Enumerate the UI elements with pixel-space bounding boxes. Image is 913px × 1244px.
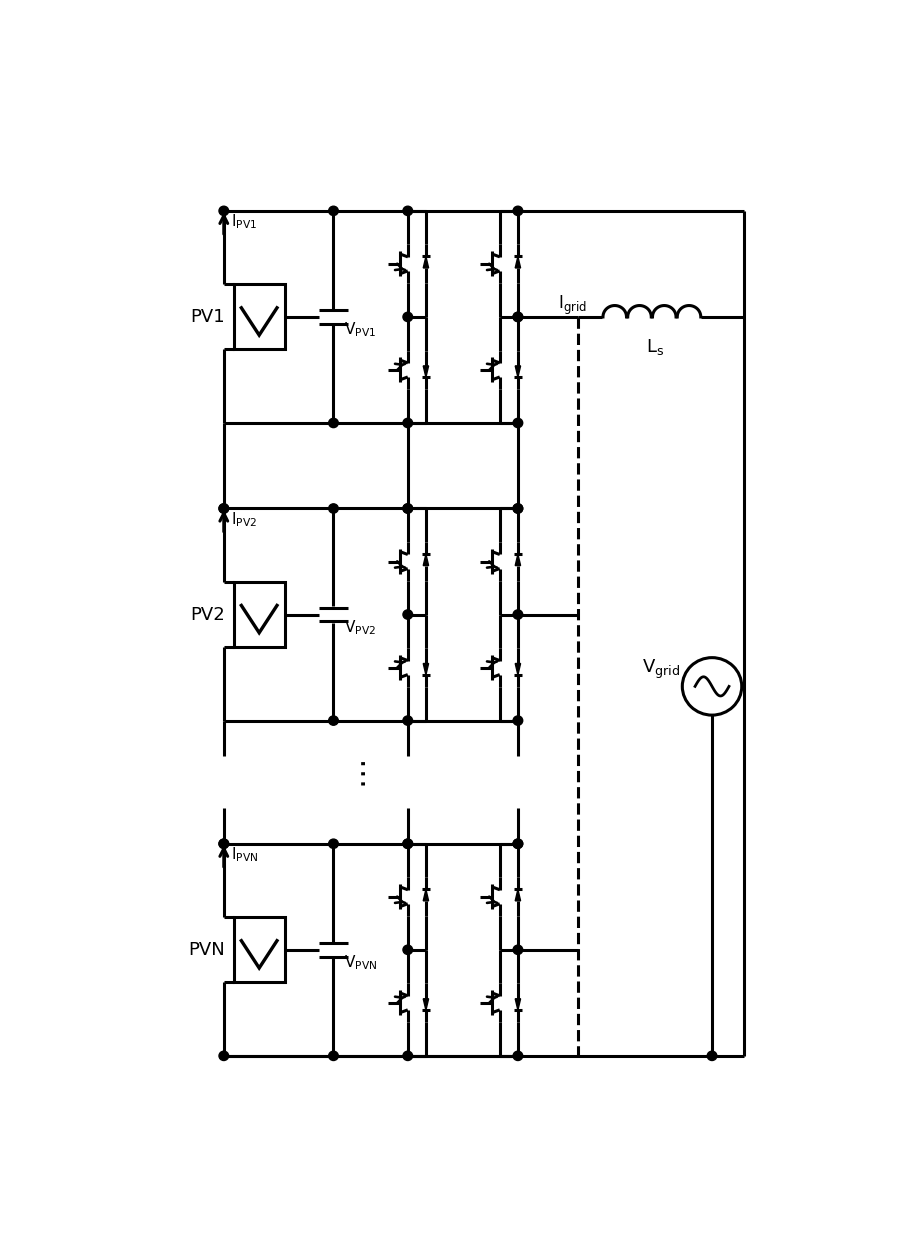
Bar	[234, 917, 285, 983]
Circle shape	[513, 504, 523, 513]
Circle shape	[329, 840, 339, 848]
Circle shape	[403, 945, 413, 954]
Circle shape	[219, 840, 228, 848]
Text: $\mathregular{V_{PV1}}$: $\mathregular{V_{PV1}}$	[344, 320, 376, 340]
Polygon shape	[424, 554, 428, 566]
Circle shape	[219, 840, 228, 848]
Circle shape	[219, 504, 228, 513]
Circle shape	[708, 1051, 717, 1060]
Text: PVN: PVN	[188, 940, 226, 959]
Polygon shape	[515, 256, 520, 267]
Circle shape	[513, 1051, 523, 1060]
Circle shape	[513, 418, 523, 428]
Text: $\mathregular{L_s}$: $\mathregular{L_s}$	[646, 337, 665, 357]
Text: $\mathregular{I_{PVN}}$: $\mathregular{I_{PVN}}$	[231, 846, 258, 865]
Polygon shape	[515, 366, 520, 377]
Circle shape	[403, 312, 413, 321]
Text: PV1: PV1	[191, 309, 226, 326]
Circle shape	[403, 840, 413, 848]
Circle shape	[219, 207, 228, 215]
Polygon shape	[424, 366, 428, 377]
Polygon shape	[424, 999, 428, 1010]
Circle shape	[513, 312, 523, 321]
Circle shape	[403, 840, 413, 848]
Circle shape	[329, 1051, 339, 1060]
Bar	[234, 285, 285, 350]
Circle shape	[403, 717, 413, 725]
Circle shape	[513, 312, 523, 321]
Circle shape	[403, 418, 413, 428]
Text: $\mathregular{I_{PV1}}$: $\mathregular{I_{PV1}}$	[231, 213, 257, 231]
Text: ⋯: ⋯	[347, 755, 376, 785]
Polygon shape	[515, 889, 520, 901]
Circle shape	[513, 945, 523, 954]
Text: $\mathregular{V_{PV2}}$: $\mathregular{V_{PV2}}$	[344, 618, 376, 637]
Circle shape	[513, 717, 523, 725]
Circle shape	[513, 840, 523, 848]
Bar	[234, 582, 285, 647]
Polygon shape	[515, 663, 520, 675]
Circle shape	[513, 840, 523, 848]
Circle shape	[403, 504, 413, 513]
Text: $\mathregular{V_{grid}}$: $\mathregular{V_{grid}}$	[642, 658, 680, 680]
Circle shape	[403, 207, 413, 215]
Text: $\mathregular{I_{grid}}$: $\mathregular{I_{grid}}$	[558, 294, 587, 317]
Circle shape	[219, 1051, 228, 1060]
Polygon shape	[424, 256, 428, 267]
Circle shape	[403, 610, 413, 620]
Circle shape	[403, 1051, 413, 1060]
Text: $\mathregular{I_{PV2}}$: $\mathregular{I_{PV2}}$	[231, 510, 257, 529]
Circle shape	[329, 207, 339, 215]
Text: PV2: PV2	[191, 606, 226, 623]
Circle shape	[329, 418, 339, 428]
Polygon shape	[424, 663, 428, 675]
Circle shape	[219, 504, 228, 513]
Circle shape	[513, 207, 523, 215]
Circle shape	[513, 504, 523, 513]
Text: $\mathregular{V_{PVN}}$: $\mathregular{V_{PVN}}$	[344, 953, 377, 972]
Polygon shape	[424, 889, 428, 901]
Polygon shape	[515, 554, 520, 566]
Polygon shape	[515, 999, 520, 1010]
Circle shape	[329, 717, 339, 725]
Circle shape	[403, 504, 413, 513]
Circle shape	[513, 610, 523, 620]
Circle shape	[329, 504, 339, 513]
